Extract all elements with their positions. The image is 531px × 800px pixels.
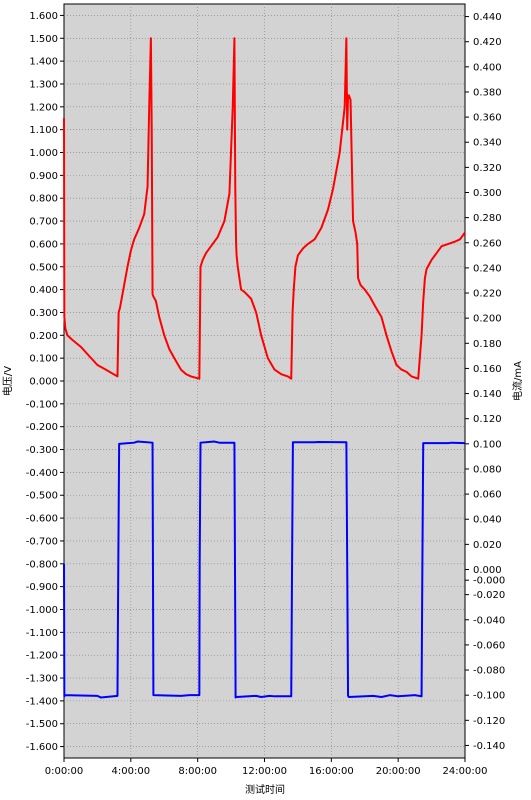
right-tick-label: 0.220	[473, 289, 502, 300]
x-tick-label: 0:00:00	[45, 766, 84, 777]
left-tick-label: -1.100	[26, 628, 58, 639]
right-tick-label: -0.140	[473, 741, 505, 752]
left-tick-label: 0.700	[29, 217, 58, 228]
left-axis: 1.600 1.500 1.400 1.300 1.200 1.100 1.000 0.900…	[26, 11, 64, 753]
left-tick-label: 0.200	[29, 331, 58, 342]
right-tick-label: 0.140	[473, 389, 502, 400]
left-tick-label: 1.100	[29, 125, 58, 136]
x-tick-label: 4:00:00	[112, 766, 151, 777]
left-tick-label: -0.700	[26, 536, 58, 547]
right-tick-label: -0.040	[473, 615, 505, 626]
left-tick-label: 0.500	[29, 262, 58, 273]
right-tick-label: 0.380	[473, 87, 502, 98]
left-tick-label: -0.900	[26, 582, 58, 593]
left-tick-label: 1.400	[29, 57, 58, 68]
x-axis-label: 测试时间	[245, 783, 285, 796]
right-tick-label: 0.200	[473, 314, 502, 325]
right-tick-label: 0.360	[473, 113, 502, 124]
right-tick-label: 0.400	[473, 62, 502, 73]
right-tick-label: -0.020	[473, 590, 505, 601]
left-tick-label: 0.400	[29, 285, 58, 296]
right-tick-label: 0.060	[473, 490, 502, 501]
left-tick-label: 0.000	[29, 377, 58, 388]
right-tick-label: 0.300	[473, 188, 502, 199]
right-tick-label: 0.080	[473, 464, 502, 475]
left-tick-label: 0.300	[29, 308, 58, 319]
left-tick-label: -1.500	[26, 719, 58, 730]
left-tick-label: -1.000	[26, 605, 58, 616]
left-tick-label: 1.500	[29, 34, 58, 45]
left-tick-label: -0.400	[26, 468, 58, 479]
x-tick-label: 20:00:00	[376, 766, 421, 777]
left-tick-label: 0.100	[29, 354, 58, 365]
x-tick-label: 16:00:00	[309, 766, 354, 777]
right-tick-label: -0.080	[473, 666, 505, 677]
x-axis: 0:00:00 4:00:00 8:00:00 12:00:00 16:00:00 20:…	[45, 758, 488, 777]
left-tick-label: 0.800	[29, 194, 58, 205]
right-tick-label: 0.020	[473, 540, 502, 551]
left-tick-label: 1.600	[29, 11, 58, 22]
right-tick-label: -0.120	[473, 716, 505, 727]
grid-lines	[64, 4, 465, 758]
right-tick-label: 0.420	[473, 37, 502, 48]
left-tick-label: 1.000	[29, 148, 58, 159]
right-tick-label: 0.260	[473, 238, 502, 249]
right-tick-label: 0.180	[473, 339, 502, 350]
x-tick-label: 12:00:00	[242, 766, 287, 777]
x-tick-label: 8:00:00	[178, 766, 217, 777]
left-tick-label: -0.800	[26, 559, 58, 570]
right-tick-label: -0.060	[473, 640, 505, 651]
left-tick-label: -0.200	[26, 422, 58, 433]
left-tick-label: 1.300	[29, 79, 58, 90]
left-tick-label: 1.200	[29, 102, 58, 113]
left-tick-label: -1.400	[26, 696, 58, 707]
x-tick-label: 24:00:00	[443, 766, 488, 777]
left-tick-label: 0.900	[29, 171, 58, 182]
right-tick-label: 0.240	[473, 263, 502, 274]
y-axis-left-label: 电压/V	[1, 366, 14, 396]
right-tick-label: 0.320	[473, 163, 502, 174]
left-tick-label: -1.300	[26, 674, 58, 685]
right-tick-label: 0.040	[473, 515, 502, 526]
right-tick-label: -0.000	[473, 576, 505, 587]
right-tick-label: 0.000	[473, 565, 502, 576]
voltage-series-line	[63, 37, 466, 380]
series-layer	[63, 37, 466, 699]
right-axis: 0.440 0.420 0.400 0.380 0.360 0.340 0.320 0.300…	[465, 12, 505, 752]
left-tick-label: -1.600	[26, 742, 58, 753]
right-tick-label: 0.100	[473, 439, 502, 450]
left-tick-label: -0.300	[26, 445, 58, 456]
right-tick-label: 0.280	[473, 213, 502, 224]
current-series-line	[63, 440, 466, 699]
right-tick-label: 0.340	[473, 138, 502, 149]
right-tick-label: 0.440	[473, 12, 502, 23]
right-tick-label: 0.120	[473, 414, 502, 425]
left-tick-label: -0.100	[26, 399, 58, 410]
left-tick-label: -0.500	[26, 491, 58, 502]
left-tick-label: -1.200	[26, 651, 58, 662]
right-tick-label: 0.160	[473, 364, 502, 375]
right-tick-label: -0.100	[473, 691, 505, 702]
left-tick-label: 0.600	[29, 239, 58, 250]
y-axis-right-label: 电流/mA	[511, 361, 524, 401]
left-tick-label: -0.600	[26, 514, 58, 525]
